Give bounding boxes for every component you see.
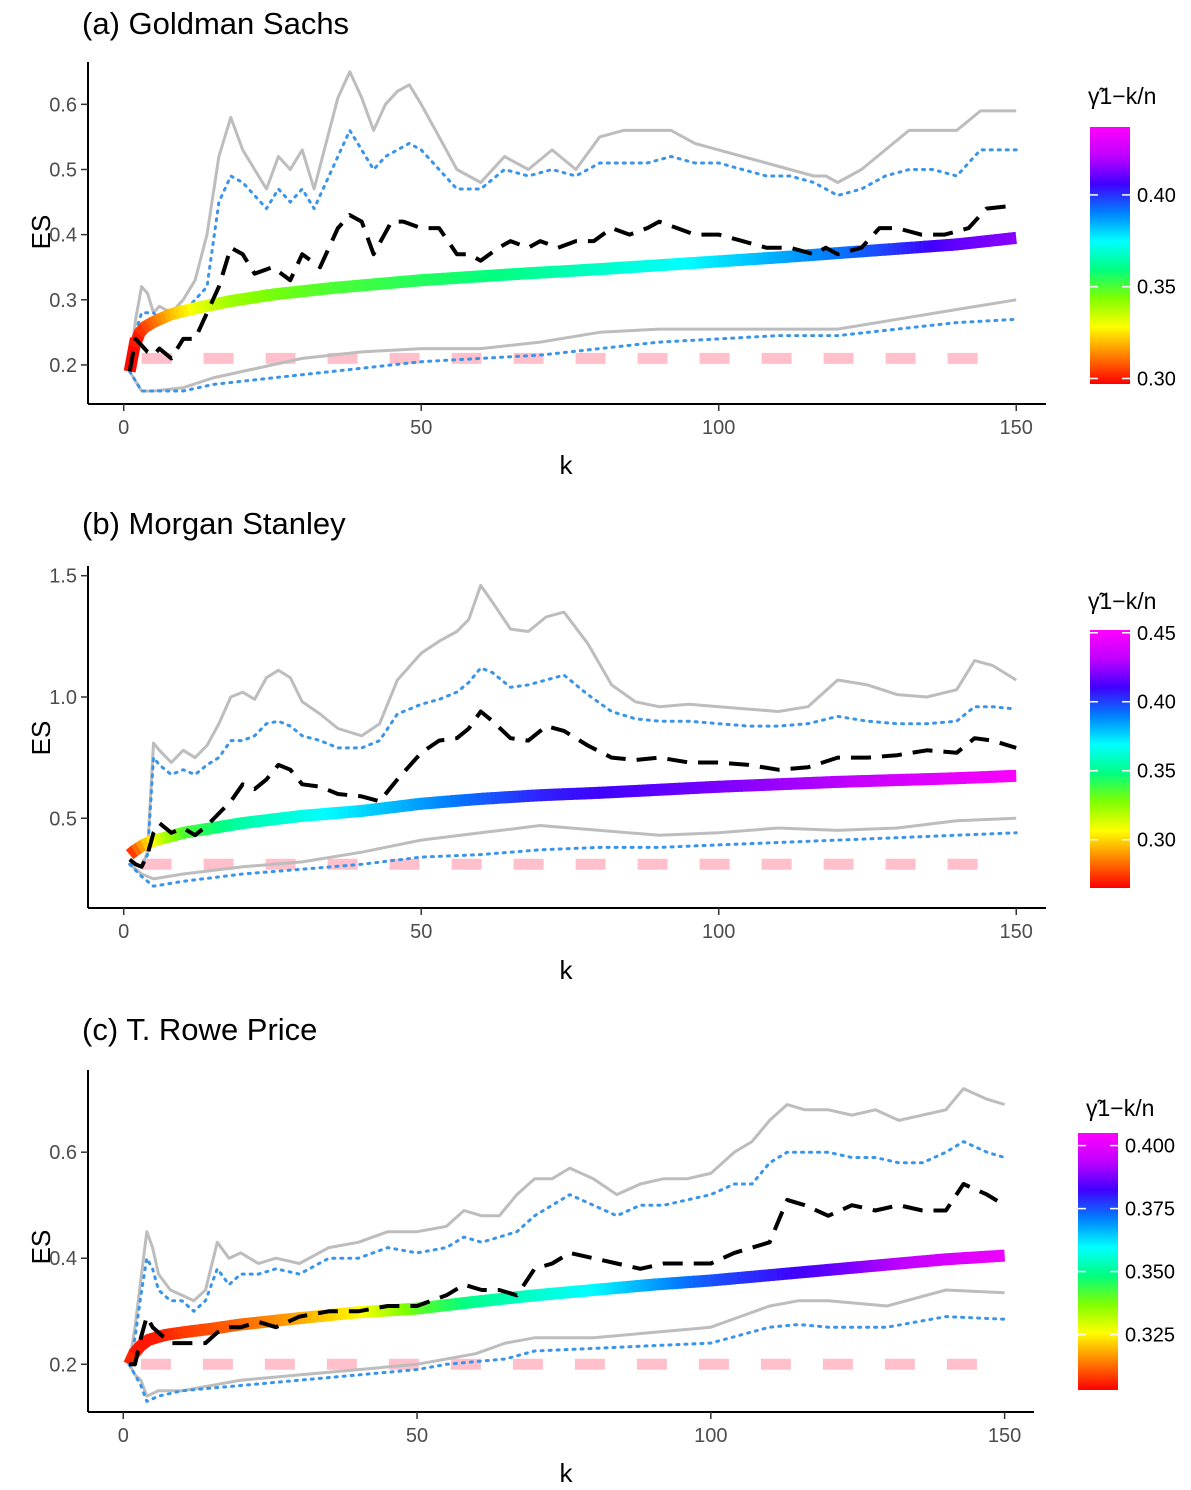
colorbar-tick-label: 0.375 <box>1125 1199 1175 1221</box>
gamma-estimate-series <box>123 1249 1005 1367</box>
colorbar <box>1090 127 1130 384</box>
upper-bound-line <box>128 70 1017 372</box>
upper-ci-dotted-line <box>128 666 1018 869</box>
plot-area: 0.2 0.4 0.6 0 50 100 150 <box>49 1070 1034 1447</box>
chart-title: (c) T. Rowe Price <box>82 1012 317 1047</box>
colorbar <box>1078 1133 1118 1390</box>
upper-bound-line <box>129 583 1017 869</box>
y-tick-label: 0.5 <box>49 159 77 181</box>
chart-title: (b) Morgan Stanley <box>82 506 346 541</box>
es-estimate-dashed-line <box>127 203 1017 372</box>
color-legend: γ̃1−k/n 0.325 0.350 0.375 0.400 <box>1078 1095 1175 1390</box>
x-tick-label: 150 <box>988 1425 1021 1447</box>
legend-title: γ̃1−k/n <box>1088 588 1156 614</box>
colorbar-tick-label: 0.40 <box>1137 185 1176 207</box>
gamma-estimate-series <box>123 231 1017 373</box>
colorbar-tick-label: 0.40 <box>1137 692 1176 714</box>
y-axis-label: ES <box>26 1230 56 1265</box>
x-tick-label: 150 <box>1000 417 1033 439</box>
colorbar-tick-label: 0.350 <box>1125 1262 1175 1284</box>
y-tick-label: 0.3 <box>49 290 77 312</box>
colorbar-tick-label: 0.30 <box>1137 368 1176 390</box>
x-tick-label: 50 <box>406 1425 428 1447</box>
colorbar-tick-label: 0.400 <box>1125 1136 1175 1158</box>
legend-title: γ̃1−k/n <box>1088 83 1156 109</box>
lower-bound-line <box>127 1288 1005 1398</box>
x-tick-label: 100 <box>702 417 735 439</box>
y-tick-label: 0.2 <box>49 355 77 377</box>
y-tick-label: 0.5 <box>49 808 77 830</box>
colorbar <box>1090 630 1130 888</box>
colorbar-tick-label: 0.45 <box>1137 623 1176 645</box>
colorbar-tick-label: 0.35 <box>1137 277 1176 299</box>
es-estimate-dashed-line <box>128 709 1017 869</box>
panel-morgan-stanley: (b) Morgan Stanley ES k 0.5 1.0 1.5 0 50 100 1… <box>26 506 1176 985</box>
colorbar-tick-label: 0.325 <box>1125 1325 1175 1347</box>
chart-title: (a) Goldman Sachs <box>82 6 349 41</box>
y-tick-label: 1.5 <box>49 566 77 588</box>
x-tick-label: 50 <box>410 417 432 439</box>
y-tick-label: 0.2 <box>49 1354 77 1376</box>
es-estimate-dashed-line <box>129 1182 1006 1367</box>
x-tick-label: 0 <box>118 417 129 439</box>
gamma-estimate-series <box>125 769 1017 860</box>
upper-ci-dotted-line <box>128 128 1018 373</box>
x-tick-label: 50 <box>410 921 432 943</box>
colorbar-tick-label: 0.30 <box>1137 830 1176 852</box>
color-legend: γ̃1−k/n 0.30 0.35 0.40 0.45 <box>1088 588 1176 888</box>
x-axis-label: k <box>560 450 574 480</box>
plot-area: 0.5 1.0 1.5 0 50 100 150 <box>49 566 1046 943</box>
y-tick-label: 0.4 <box>49 225 77 247</box>
y-axis-label: ES <box>26 215 56 250</box>
color-legend: γ̃1−k/n 0.30 0.35 0.40 <box>1088 83 1176 390</box>
upper-ci-dotted-line <box>127 1140 1007 1366</box>
lower-ci-dotted-line <box>127 1315 1007 1403</box>
y-tick-label: 0.4 <box>49 1248 77 1270</box>
x-axis-label: k <box>560 1458 574 1488</box>
legend-title: γ̃1−k/n <box>1086 1095 1154 1121</box>
y-axis-label: ES <box>26 721 56 756</box>
lower-bound-line <box>128 298 1017 393</box>
x-tick-label: 100 <box>702 921 735 943</box>
x-tick-label: 150 <box>1000 921 1033 943</box>
plot-area: 0.2 0.3 0.4 0.5 0.6 0 50 100 150 <box>49 62 1046 439</box>
x-tick-label: 0 <box>118 921 129 943</box>
y-tick-label: 0.6 <box>49 1142 77 1164</box>
x-tick-label: 100 <box>694 1425 727 1447</box>
panel-t-rowe-price: (c) T. Rowe Price ES k 0.2 0.4 0.6 0 50 100 15… <box>26 1012 1175 1488</box>
lower-ci-dotted-line <box>128 317 1018 393</box>
x-axis-label: k <box>560 955 574 985</box>
colorbar-tick-label: 0.35 <box>1137 761 1176 783</box>
lower-ci-dotted-line <box>128 831 1018 888</box>
lower-bound-line <box>128 816 1017 881</box>
upper-bound-line <box>127 1087 1006 1365</box>
x-tick-label: 0 <box>118 1425 129 1447</box>
y-tick-label: 0.6 <box>49 94 77 116</box>
y-tick-label: 1.0 <box>49 687 77 709</box>
panel-goldman-sachs: (a) Goldman Sachs ES k 0.2 0.3 0.4 0.5 0.6 0 5… <box>26 6 1176 480</box>
